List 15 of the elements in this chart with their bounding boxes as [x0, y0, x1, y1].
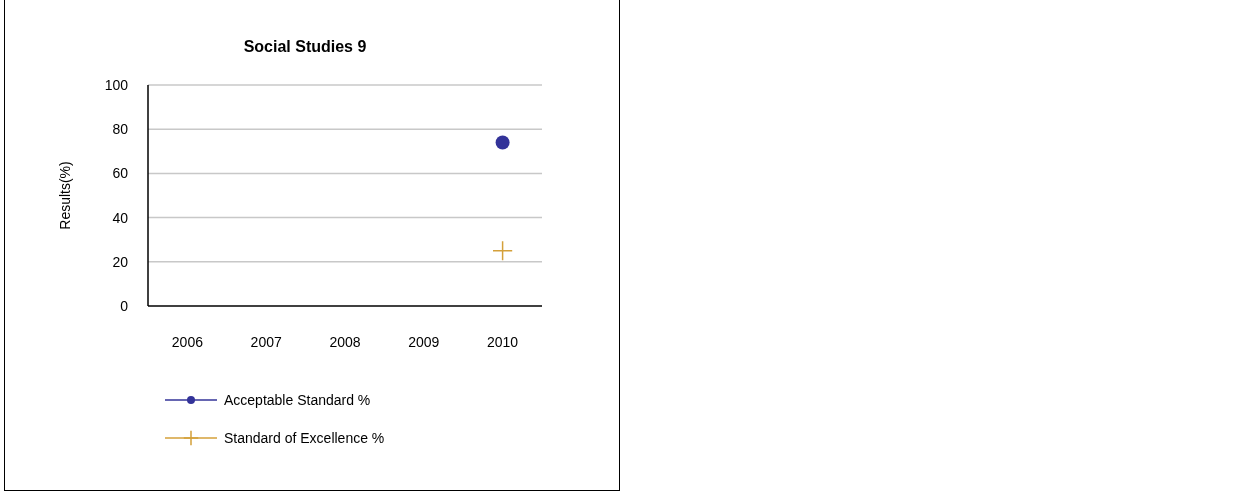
legend-label: Acceptable Standard % [224, 391, 371, 408]
legend-label: Standard of Excellence % [224, 429, 385, 446]
x-tick-label: 2006 [171, 334, 204, 350]
y-tick-label: 80 [112, 121, 129, 138]
y-tick-label: 100 [104, 76, 129, 93]
y-tick-label: 60 [112, 165, 129, 182]
x-tick-label: 2008 [329, 334, 361, 350]
y-tick-label: 20 [112, 253, 129, 270]
x-tick-label: 2010 [487, 334, 519, 350]
y-axis-title: Results(%) [57, 161, 73, 230]
x-tick-label: 2007 [250, 334, 282, 350]
x-tick-label: 2009 [408, 334, 440, 350]
y-tick-label: 0 [120, 297, 129, 314]
chart-title: Social Studies 9 [243, 38, 367, 55]
y-tick-label: 40 [112, 209, 129, 226]
